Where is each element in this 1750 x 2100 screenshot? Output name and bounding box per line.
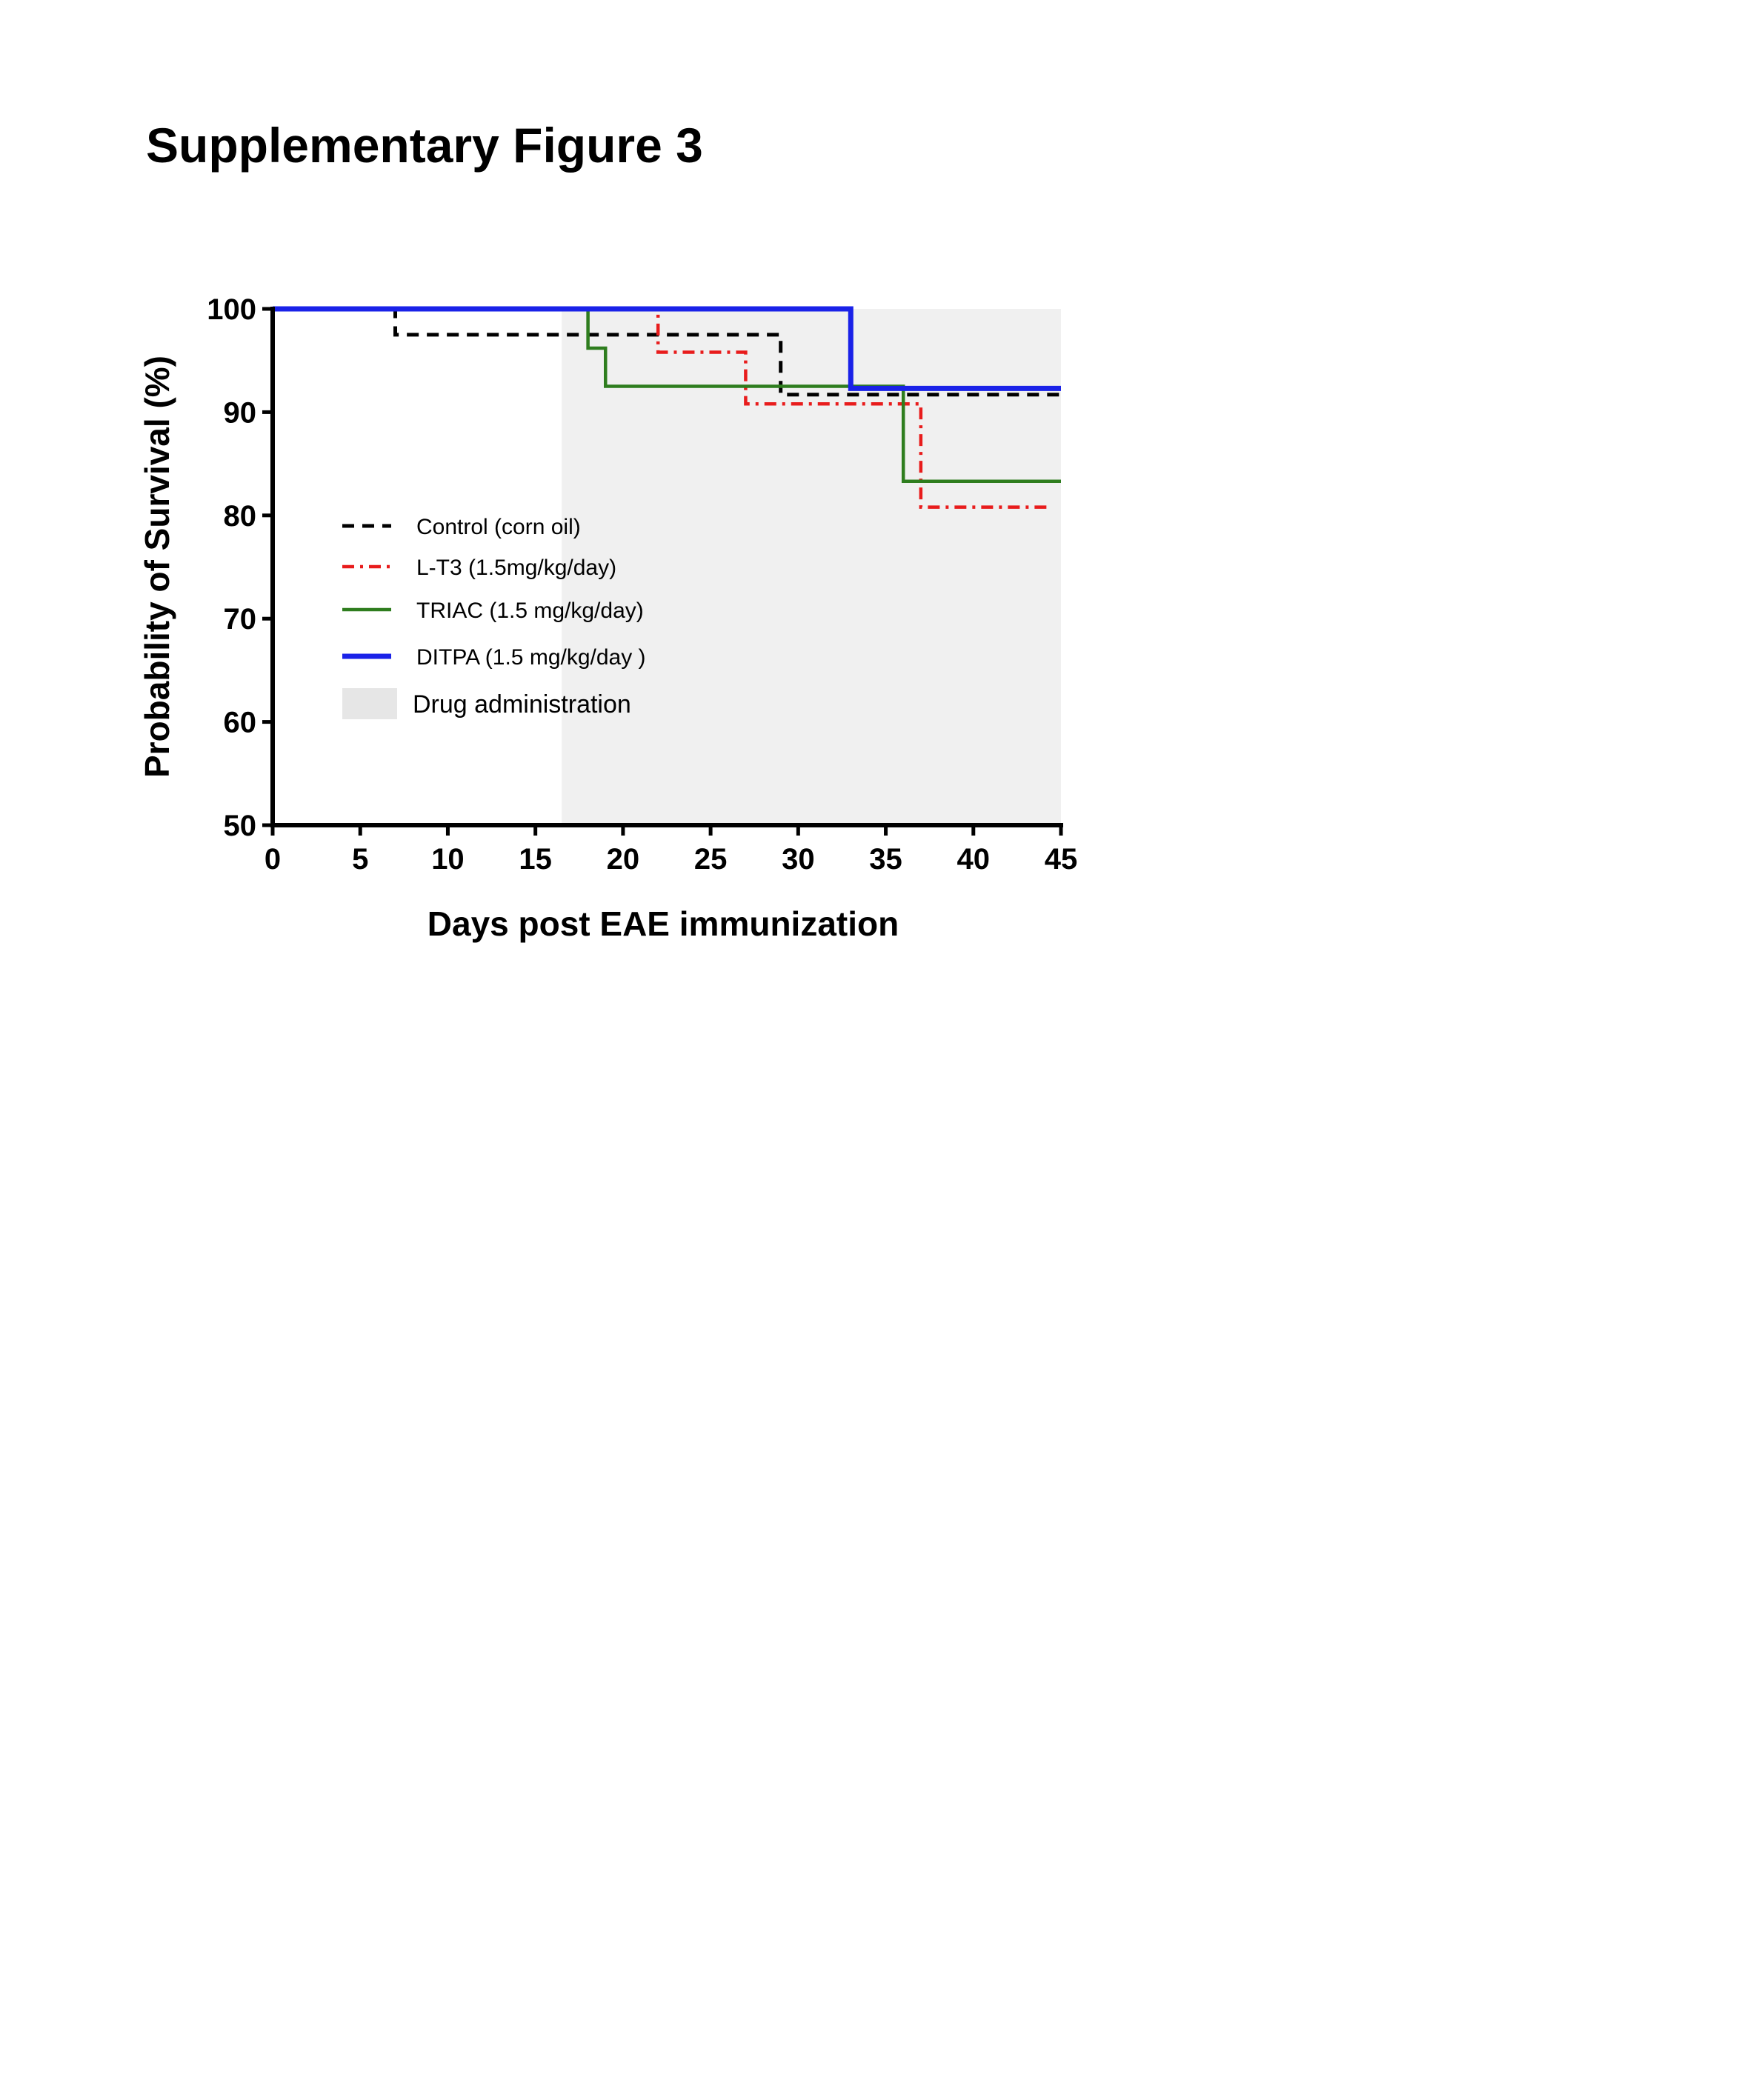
legend-label-3: DITPA (1.5 mg/kg/day )	[416, 645, 646, 670]
figure-title: Supplementary Figure 3	[146, 118, 703, 173]
legend: Control (corn oil) L-T3 (1.5mg/kg/day) TRI…	[342, 515, 646, 719]
x-tick-label: 5	[352, 843, 368, 876]
y-tick-label: 60	[224, 707, 257, 739]
x-tick-label: 25	[694, 843, 728, 876]
x-tick-label: 35	[869, 843, 902, 876]
y-axis-label: Probability of Survival (%)	[138, 356, 176, 778]
y-tick-label: 70	[224, 603, 257, 636]
series-line-2	[273, 307, 1061, 484]
legend-label-0: Control (corn oil)	[416, 515, 581, 539]
legend-label-1: L-T3 (1.5mg/kg/day)	[416, 556, 616, 580]
x-tick-label: 20	[607, 843, 640, 876]
x-tick-label: 45	[1045, 843, 1078, 876]
x-tick-label: 40	[957, 843, 991, 876]
legend-swatch-shade	[342, 688, 397, 719]
y-tick-label: 50	[224, 810, 257, 842]
x-tick-label: 10	[431, 843, 465, 876]
x-tick-label: 30	[782, 843, 815, 876]
y-tick-label: 80	[224, 500, 257, 533]
x-tick-label: 15	[519, 843, 552, 876]
series-line-3	[273, 306, 1061, 391]
y-tick-label: 100	[207, 293, 256, 326]
x-tick-label: 0	[265, 843, 281, 876]
legend-label-shade: Drug administration	[413, 690, 631, 719]
y-tick-label: 90	[224, 396, 257, 429]
series-line-1	[273, 307, 1053, 509]
legend-label-2: TRIAC (1.5 mg/kg/day)	[416, 599, 644, 623]
x-axis-label: Days post EAE immunization	[427, 904, 899, 943]
